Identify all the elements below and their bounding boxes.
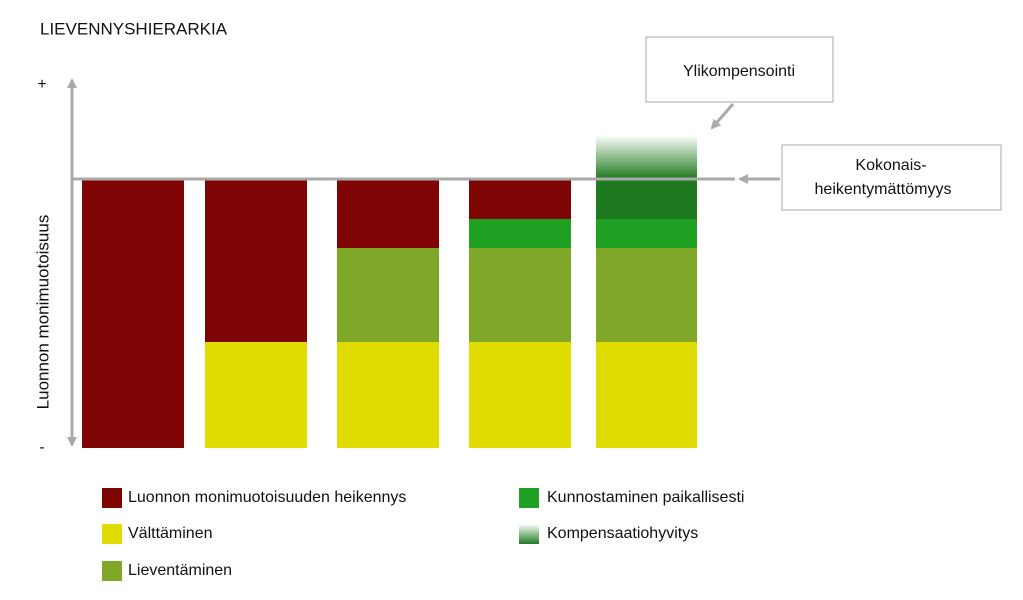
legend-swatch (519, 488, 539, 508)
bar-segment (596, 342, 697, 448)
callout-box (781, 144, 1002, 211)
callout-text: Ylikompensointi (683, 63, 795, 80)
bar-segment (596, 135, 697, 179)
legend-label: Välttäminen (128, 525, 213, 542)
bar-segment (337, 179, 439, 248)
callout-text: Kokonais- (855, 157, 926, 174)
legend-label: Luonnon monimuotoisuuden heikennys (128, 489, 406, 506)
bar-segment (469, 219, 571, 248)
bar-segment (596, 179, 697, 219)
title: LIEVENNYSHIERARKIA (40, 19, 228, 38)
legend-label: Kompensaatiohyvitys (547, 525, 698, 542)
legend-label: Kunnostaminen paikallisesti (547, 489, 744, 506)
bar-segment (82, 179, 184, 448)
bar-segment (205, 342, 307, 448)
callout-arrow (710, 103, 735, 130)
axis-bottom: - (39, 439, 44, 456)
bar-segment (337, 248, 439, 342)
axis-label: Luonnon monimuotoisuus (33, 215, 52, 410)
legend-swatch (102, 488, 122, 508)
legend: Luonnon monimuotoisuuden heikennys Vältt… (102, 488, 744, 581)
bars (82, 135, 697, 448)
bar-segment (469, 179, 571, 219)
bar-segment (469, 248, 571, 342)
bar-segment (596, 248, 697, 342)
bar-segment (205, 179, 307, 342)
callout-text: heikentymättömyys (815, 181, 952, 198)
legend-swatch (519, 524, 539, 544)
legend-swatch (102, 524, 122, 544)
bar-segment (337, 342, 439, 448)
legend-swatch (102, 561, 122, 581)
bar-segment (469, 342, 571, 448)
legend-label: Lieventäminen (128, 562, 232, 579)
callout-box (645, 36, 834, 103)
bar-segment (596, 219, 697, 248)
axis-top: + (37, 76, 46, 93)
